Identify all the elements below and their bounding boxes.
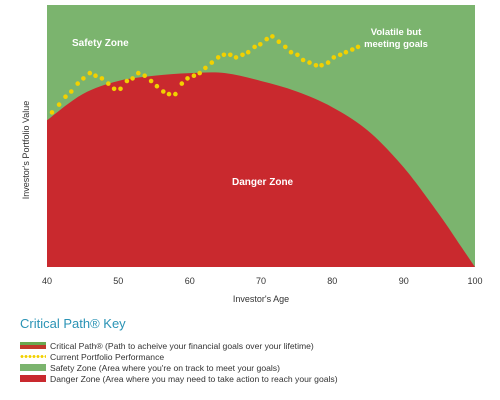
x-axis-ticks: 40 50 60 70 80 90 100 xyxy=(42,276,483,286)
performance-point xyxy=(197,70,202,76)
performance-point xyxy=(350,47,355,52)
performance-point xyxy=(283,44,288,50)
performance-swatch xyxy=(20,353,46,360)
volatile-annotation: Volatile but meeting goals xyxy=(364,27,428,50)
performance-point xyxy=(233,55,239,60)
performance-point xyxy=(124,78,130,84)
performance-point xyxy=(179,81,185,86)
performance-point xyxy=(69,89,74,94)
performance-point xyxy=(221,52,227,58)
performance-point xyxy=(252,44,257,50)
performance-point xyxy=(270,34,275,39)
performance-point xyxy=(81,76,86,81)
performance-point xyxy=(148,78,154,84)
key-item-performance: Current Portfolio Performance xyxy=(20,351,338,362)
performance-point xyxy=(228,52,233,58)
critical-path-swatch xyxy=(20,342,46,349)
x-tick-label: 70 xyxy=(256,276,266,286)
performance-point xyxy=(130,76,135,81)
performance-point xyxy=(300,57,306,63)
performance-point xyxy=(87,70,93,76)
key-item-critical-path: Critical Path® (Path to acheive your fin… xyxy=(20,340,338,351)
performance-point xyxy=(185,76,190,81)
critical-path-chart: Safety Zone Danger Zone Volatile but meet… xyxy=(21,5,483,304)
performance-point xyxy=(307,60,312,65)
y-axis-label: Investor's Portfolio Value xyxy=(21,101,31,200)
annotation-line: meeting goals xyxy=(364,39,428,50)
performance-point xyxy=(258,42,263,47)
performance-point xyxy=(49,110,55,115)
performance-point xyxy=(142,73,147,78)
performance-point xyxy=(99,76,105,81)
performance-point xyxy=(173,91,178,97)
safety-zone-swatch xyxy=(20,364,46,371)
performance-point xyxy=(166,91,172,97)
key-item-safety-zone: Safety Zone (Area where you're on track … xyxy=(20,362,338,373)
x-axis-label: Investor's Age xyxy=(233,294,289,304)
performance-point xyxy=(56,102,62,107)
performance-point xyxy=(240,52,245,58)
performance-point xyxy=(75,81,80,86)
performance-point xyxy=(161,89,166,94)
performance-point xyxy=(154,83,160,89)
safety-zone-label: Safety Zone xyxy=(72,38,129,49)
performance-point xyxy=(191,73,197,78)
key-list: Critical Path® (Path to acheive your fin… xyxy=(20,340,338,384)
performance-point xyxy=(319,63,324,68)
performance-point xyxy=(295,52,300,58)
x-tick-label: 60 xyxy=(185,276,195,286)
performance-point xyxy=(264,36,270,42)
key-title: Critical Path® Key xyxy=(20,316,126,331)
portfolio-performance-series xyxy=(49,34,361,115)
performance-point xyxy=(288,49,294,55)
performance-point xyxy=(209,60,215,65)
performance-point xyxy=(331,55,337,60)
performance-point xyxy=(325,60,331,65)
key-label-performance: Current Portfolio Performance xyxy=(50,351,165,362)
x-tick-label: 40 xyxy=(42,276,52,286)
performance-point xyxy=(245,49,251,55)
danger-zone-area xyxy=(47,72,475,267)
performance-point xyxy=(313,63,319,68)
performance-point xyxy=(63,94,68,99)
performance-point xyxy=(337,52,343,58)
performance-point xyxy=(343,49,349,55)
performance-point xyxy=(93,73,98,78)
x-tick-label: 50 xyxy=(113,276,123,286)
x-tick-label: 100 xyxy=(467,276,482,286)
performance-point xyxy=(106,81,111,86)
key-label-critical-path: Critical Path® (Path to acheive your fin… xyxy=(50,340,314,351)
key-item-danger-zone: Danger Zone (Area where you may need to … xyxy=(20,373,338,384)
performance-point xyxy=(203,65,208,71)
key-label-danger-zone: Danger Zone (Area where you may need to … xyxy=(50,373,338,384)
performance-point xyxy=(118,86,123,92)
x-tick-label: 80 xyxy=(327,276,337,286)
performance-point xyxy=(111,86,117,92)
performance-point xyxy=(136,70,141,76)
x-tick-label: 90 xyxy=(399,276,409,286)
danger-zone-swatch xyxy=(20,375,46,382)
performance-point xyxy=(355,44,361,50)
performance-point xyxy=(276,39,282,44)
key-label-safety-zone: Safety Zone (Area where you're on track … xyxy=(50,362,280,373)
danger-zone-label: Danger Zone xyxy=(232,177,294,188)
annotation-line: Volatile but xyxy=(371,27,422,38)
performance-point xyxy=(215,55,221,60)
